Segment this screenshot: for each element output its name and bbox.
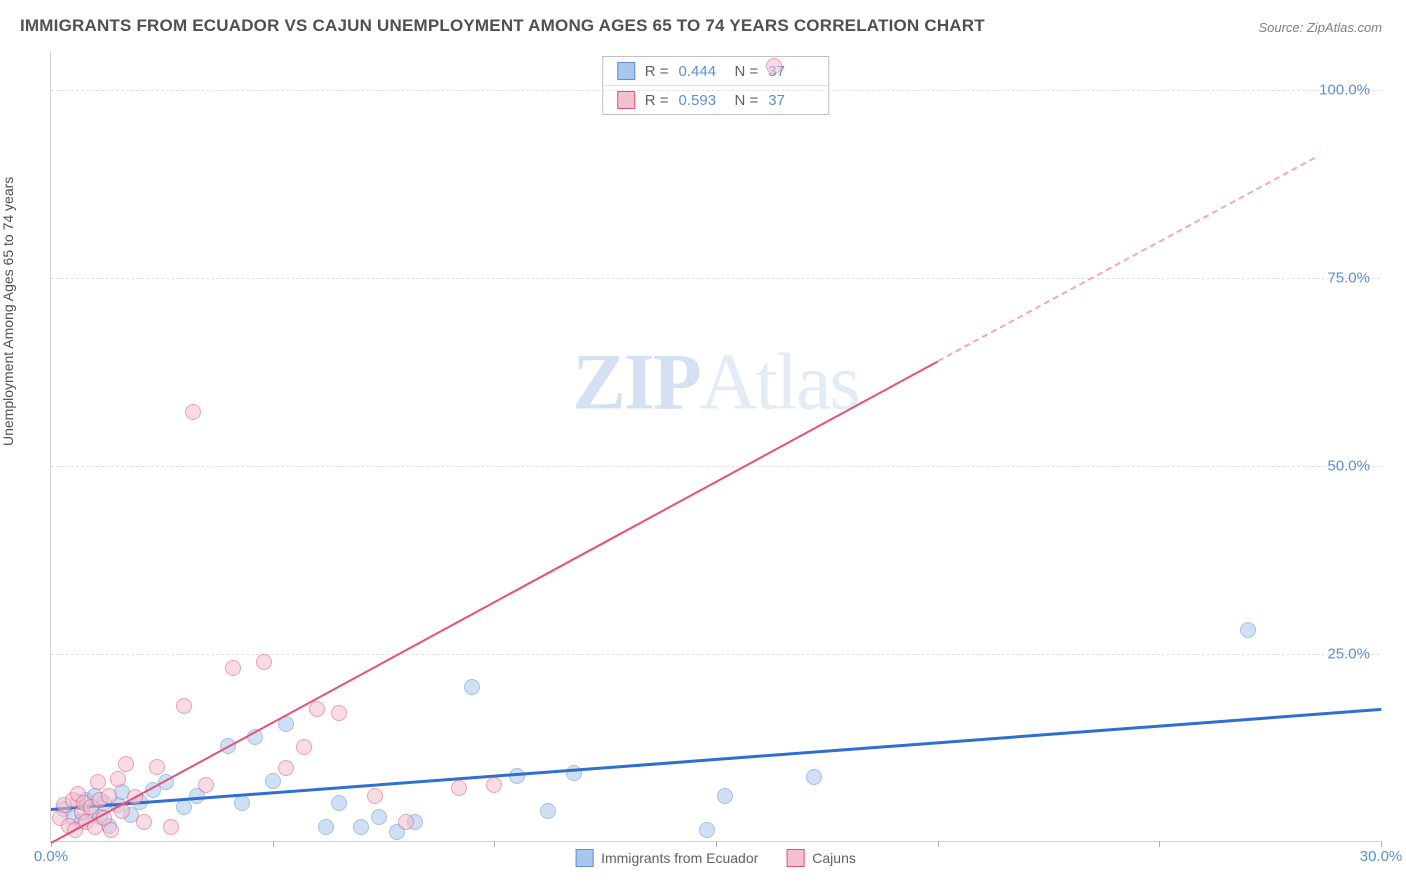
data-point	[256, 654, 272, 670]
data-point	[185, 404, 201, 420]
data-point	[1240, 622, 1256, 638]
data-point	[309, 701, 325, 717]
data-point	[110, 771, 126, 787]
y-tick-label: 25.0%	[1327, 645, 1370, 662]
legend-swatch-ecuador-icon	[575, 849, 593, 867]
x-tick	[1159, 841, 1160, 847]
data-point	[225, 660, 241, 676]
data-point	[176, 799, 192, 815]
legend-item-cajuns: Cajuns	[786, 849, 856, 867]
data-point	[717, 788, 733, 804]
data-point	[163, 819, 179, 835]
watermark-text: ZIPAtlas	[572, 338, 858, 429]
legend-bottom: Immigrants from Ecuador Cajuns	[575, 849, 856, 867]
gridline	[51, 654, 1380, 655]
data-point	[766, 58, 782, 74]
data-point	[353, 819, 369, 835]
x-tick	[716, 841, 717, 847]
data-point	[101, 788, 117, 804]
stats-row-ecuador: R = 0.444 N = 37	[603, 57, 829, 85]
y-tick-label: 50.0%	[1327, 457, 1370, 474]
x-tick-label: 0.0%	[34, 848, 68, 865]
data-point	[540, 803, 556, 819]
data-point	[464, 679, 480, 695]
scatter-plot: ZIPAtlas R = 0.444 N = 37 R = 0.593 N = …	[50, 52, 1380, 842]
x-tick-label: 30.0%	[1360, 848, 1403, 865]
swatch-cajuns-icon	[617, 91, 635, 109]
data-point	[265, 773, 281, 789]
data-point	[486, 777, 502, 793]
data-point	[149, 759, 165, 775]
gridline	[51, 278, 1380, 279]
data-point	[136, 814, 152, 830]
source-label: Source: ZipAtlas.com	[1258, 20, 1382, 35]
x-tick	[1381, 841, 1382, 847]
trend-line	[51, 361, 939, 844]
data-point	[451, 780, 467, 796]
x-tick	[273, 841, 274, 847]
data-point	[234, 795, 250, 811]
data-point	[371, 809, 387, 825]
gridline	[51, 90, 1380, 91]
data-point	[118, 756, 134, 772]
data-point	[198, 777, 214, 793]
data-point	[699, 822, 715, 838]
legend-item-ecuador: Immigrants from Ecuador	[575, 849, 758, 867]
data-point	[103, 822, 119, 838]
stats-box: R = 0.444 N = 37 R = 0.593 N = 37	[602, 56, 830, 115]
swatch-ecuador-icon	[617, 62, 635, 80]
data-point	[367, 788, 383, 804]
gridline	[51, 466, 1380, 467]
data-point	[331, 795, 347, 811]
data-point	[318, 819, 334, 835]
data-point	[398, 814, 414, 830]
data-point	[90, 774, 106, 790]
data-point	[296, 739, 312, 755]
y-tick-label: 75.0%	[1327, 269, 1370, 286]
legend-swatch-cajuns-icon	[786, 849, 804, 867]
data-point	[806, 769, 822, 785]
y-axis-label: Unemployment Among Ages 65 to 74 years	[0, 177, 16, 446]
chart-title: IMMIGRANTS FROM ECUADOR VS CAJUN UNEMPLO…	[20, 16, 985, 36]
data-point	[278, 760, 294, 776]
y-tick-label: 100.0%	[1319, 81, 1370, 98]
data-point	[176, 698, 192, 714]
trend-line	[937, 157, 1315, 362]
x-tick	[494, 841, 495, 847]
x-tick	[938, 841, 939, 847]
data-point	[331, 705, 347, 721]
